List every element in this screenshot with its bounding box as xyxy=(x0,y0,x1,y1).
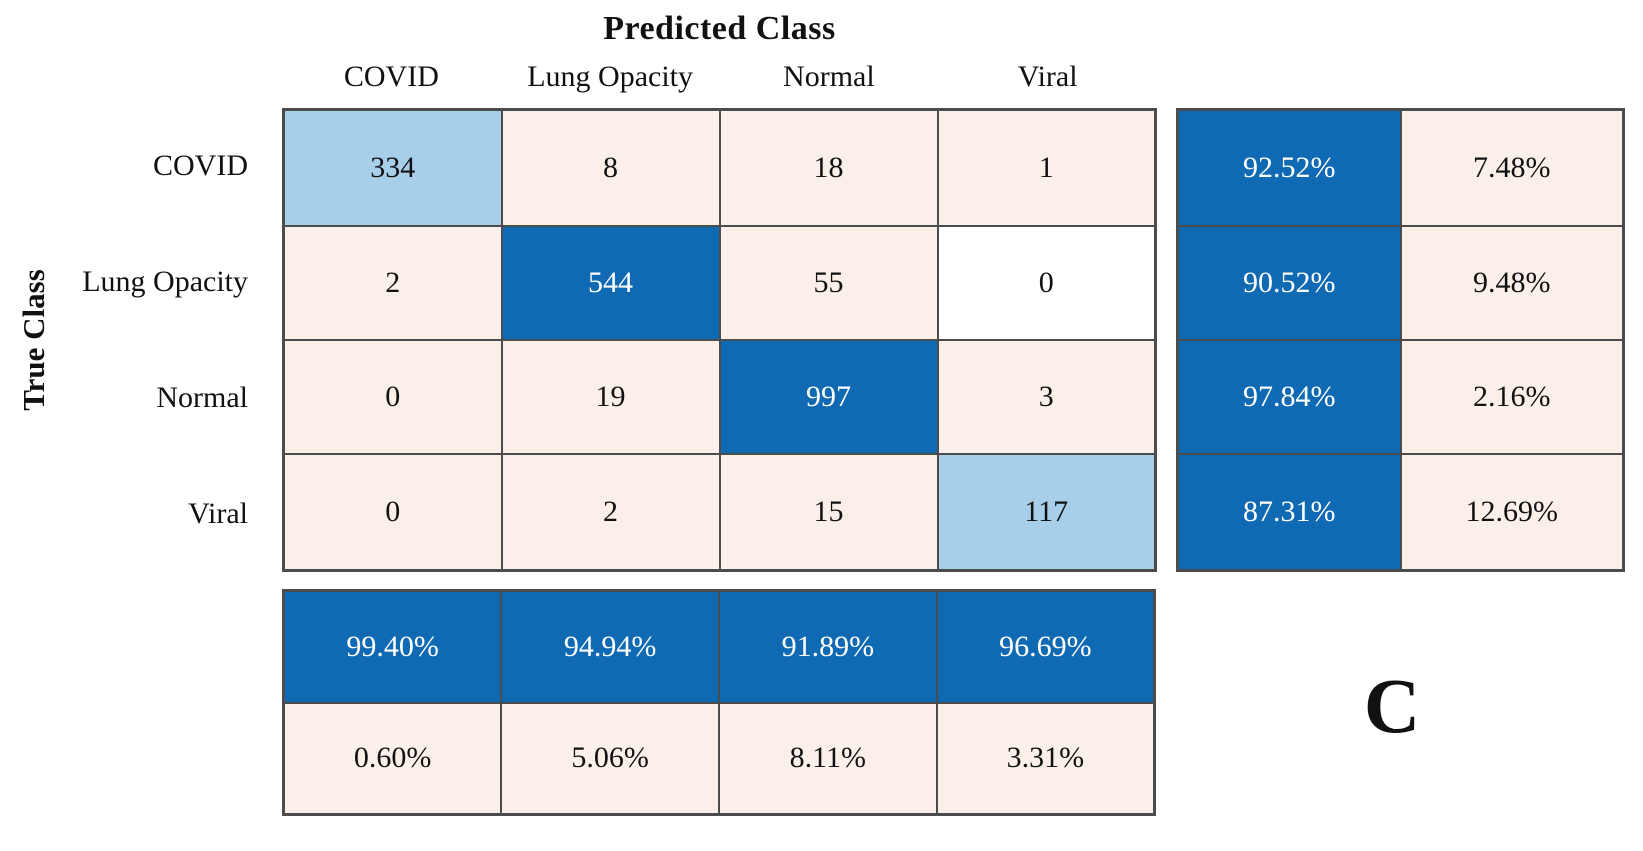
main-matrix-cell-r0c3: 1 xyxy=(936,108,1157,227)
true-class-label-3: Viral xyxy=(188,497,248,530)
main-matrix-row: 0 19 997 3 xyxy=(282,338,1157,456)
col-summary-cell-r0c2: 91.89% xyxy=(718,589,938,704)
main-matrix-row: 334 8 18 1 xyxy=(282,108,1157,227)
predicted-class-axis-title: Predicted Class xyxy=(603,10,836,47)
main-matrix-cell-r1c0: 2 xyxy=(282,224,503,341)
main-matrix-cell-r3c0: 0 xyxy=(282,453,503,572)
main-matrix-cell-r2c0: 0 xyxy=(282,338,503,456)
true-class-label-1: Lung Opacity xyxy=(82,265,248,298)
main-matrix-row: 0 2 15 117 xyxy=(282,453,1157,572)
col-summary-cell-r1c3: 3.31% xyxy=(935,701,1156,816)
main-matrix-cell-r3c3: 117 xyxy=(936,453,1157,572)
col-summary-cell-r1c1: 5.06% xyxy=(500,701,720,816)
main-matrix-cell-r1c3: 0 xyxy=(936,224,1157,341)
row-summary-cell-r0c0: 92.52% xyxy=(1176,108,1402,227)
col-summary-cell-r1c2: 8.11% xyxy=(718,701,938,816)
main-matrix-cell-r1c1: 544 xyxy=(500,224,721,341)
predicted-class-label-2: Normal xyxy=(783,60,875,93)
predicted-class-column-labels: COVID Lung Opacity Normal Viral xyxy=(282,56,1157,98)
figure-panel-letter: C xyxy=(1363,662,1421,749)
confusion-matrix-table: 334 8 18 1 2 544 55 0 0 19 997 3 0 2 15 117 xyxy=(282,108,1157,572)
main-matrix-cell-r0c2: 18 xyxy=(718,108,939,227)
main-matrix-cell-r0c0: 334 xyxy=(282,108,503,227)
row-summary-cell-r2c1: 2.16% xyxy=(1399,338,1625,456)
row-summary-row: 97.84% 2.16% xyxy=(1176,338,1625,456)
row-summary-cell-r1c1: 9.48% xyxy=(1399,224,1625,341)
main-matrix-cell-r3c1: 2 xyxy=(500,453,721,572)
main-matrix-row: 2 544 55 0 xyxy=(282,224,1157,341)
row-summary-cell-r2c0: 97.84% xyxy=(1176,338,1402,456)
true-class-label-0: COVID xyxy=(153,149,248,182)
main-matrix-cell-r3c2: 15 xyxy=(718,453,939,572)
col-summary-row: 99.40% 94.94% 91.89% 96.69% xyxy=(282,589,1156,704)
true-class-row-labels: COVID Lung Opacity Normal Viral xyxy=(0,108,256,572)
column-summary-table: 99.40% 94.94% 91.89% 96.69% 0.60% 5.06% 8.11% 3… xyxy=(282,589,1156,816)
col-summary-cell-r1c0: 0.60% xyxy=(282,701,503,816)
main-matrix-cell-r2c1: 19 xyxy=(500,338,721,456)
row-summary-cell-r3c0: 87.31% xyxy=(1176,453,1402,572)
row-summary-cell-r1c0: 90.52% xyxy=(1176,224,1402,341)
col-summary-cell-r0c1: 94.94% xyxy=(500,589,720,704)
predicted-class-label-0: COVID xyxy=(343,60,439,93)
col-summary-cell-r0c3: 96.69% xyxy=(935,589,1156,704)
true-class-label-2: Normal xyxy=(156,381,248,414)
row-summary-cell-r3c1: 12.69% xyxy=(1399,453,1625,572)
row-summary-row: 92.52% 7.48% xyxy=(1176,108,1625,227)
row-summary-cell-r0c1: 7.48% xyxy=(1399,108,1625,227)
predicted-class-label-1: Lung Opacity xyxy=(527,60,694,93)
col-summary-row: 0.60% 5.06% 8.11% 3.31% xyxy=(282,701,1156,816)
predicted-class-label-3: Viral xyxy=(1017,60,1078,93)
main-matrix-cell-r2c3: 3 xyxy=(936,338,1157,456)
col-summary-cell-r0c0: 99.40% xyxy=(282,589,503,704)
main-matrix-cell-r0c1: 8 xyxy=(500,108,721,227)
main-matrix-cell-r2c2: 997 xyxy=(718,338,939,456)
row-summary-table: 92.52% 7.48% 90.52% 9.48% 97.84% 2.16% 87.31% 1… xyxy=(1176,108,1625,572)
row-summary-row: 87.31% 12.69% xyxy=(1176,453,1625,572)
main-matrix-cell-r1c2: 55 xyxy=(718,224,939,341)
row-summary-row: 90.52% 9.48% xyxy=(1176,224,1625,341)
